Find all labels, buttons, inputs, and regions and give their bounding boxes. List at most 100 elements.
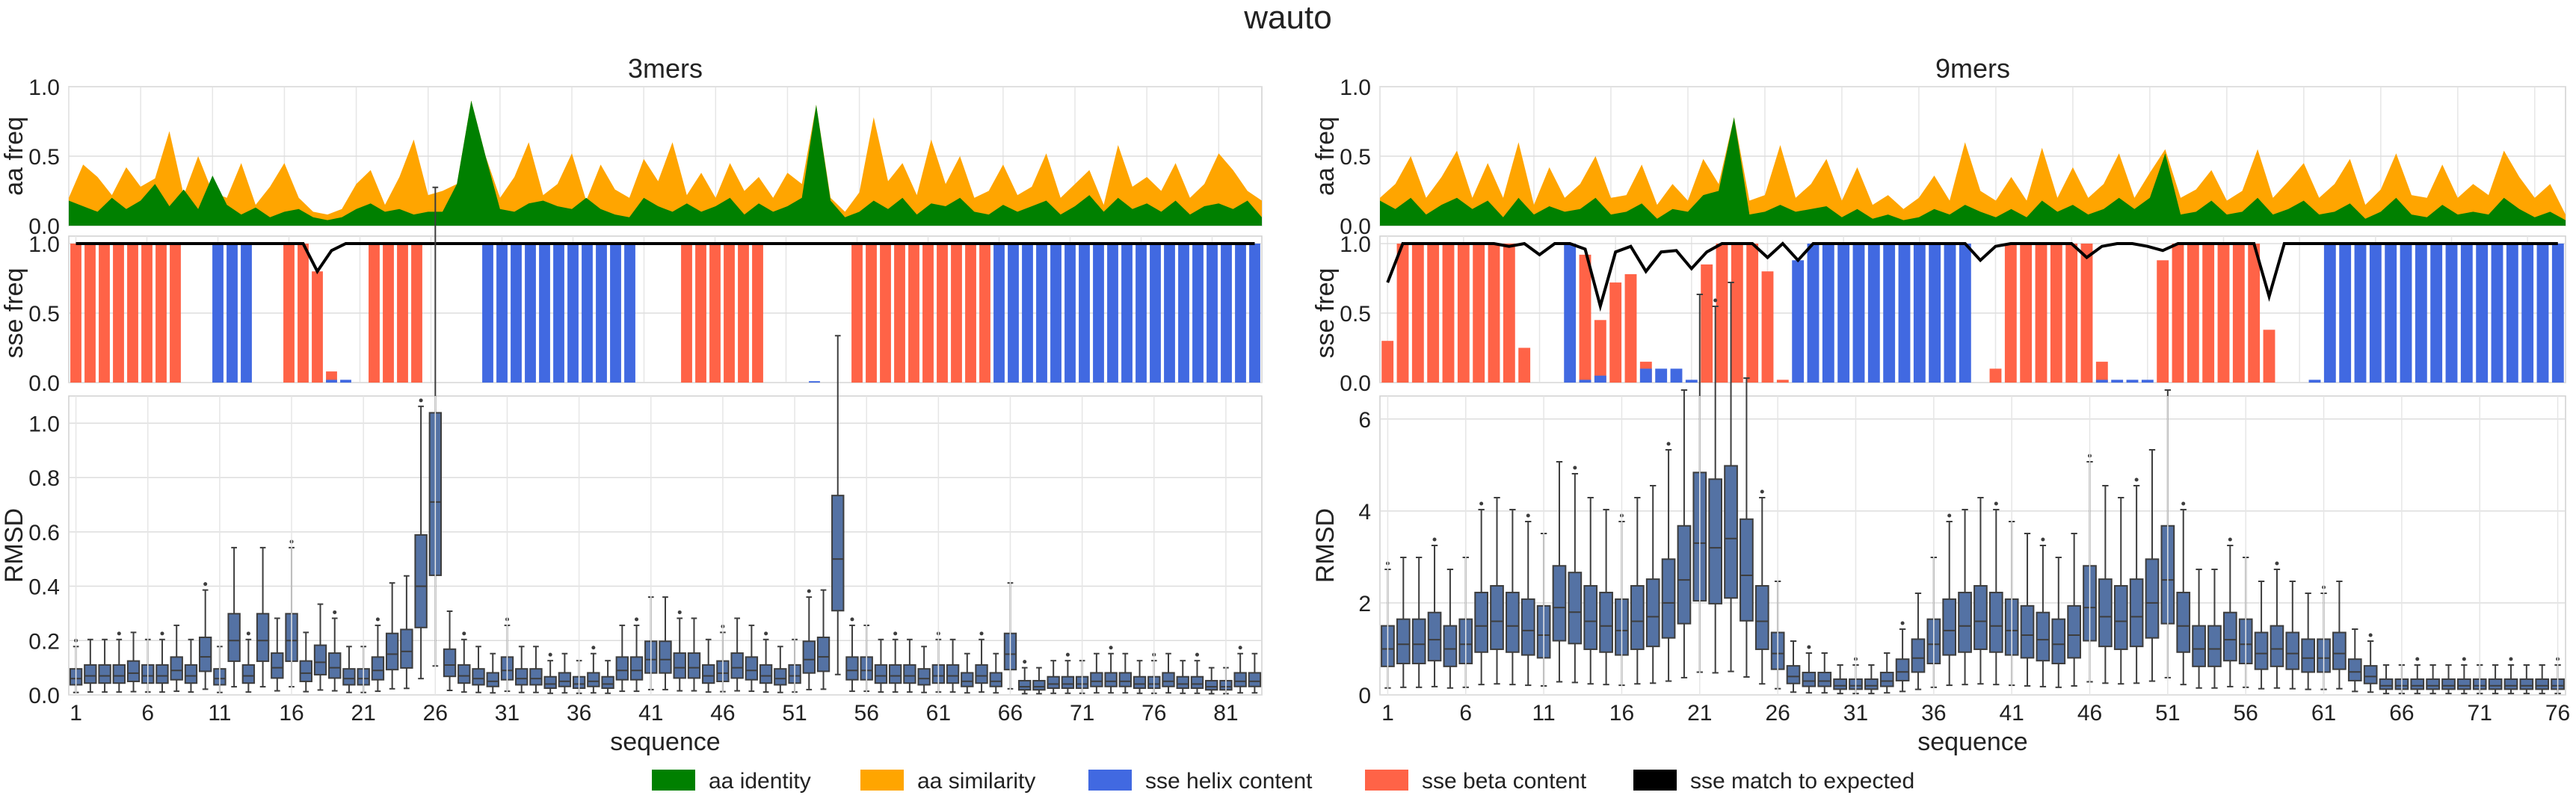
box xyxy=(917,668,931,686)
helix-bar xyxy=(2415,244,2427,383)
outlier-point xyxy=(2134,477,2139,482)
box xyxy=(472,668,485,686)
x-tick-label: 76 xyxy=(1141,701,1166,726)
x-tick-label: 46 xyxy=(710,701,735,726)
sse-match-line xyxy=(76,242,1255,275)
y-tick-label: 1.0 xyxy=(28,75,60,100)
outlier-point xyxy=(1065,652,1070,657)
y-tick-label: 1.0 xyxy=(28,232,60,257)
box xyxy=(1895,658,1910,681)
box xyxy=(2519,678,2534,690)
box xyxy=(2254,631,2269,670)
box xyxy=(2098,578,2113,648)
beta-bar xyxy=(1594,320,1606,383)
beta-bar xyxy=(681,244,692,383)
legend-label: aa similarity xyxy=(917,769,1035,794)
outlier-point xyxy=(1023,660,1027,664)
helix-bar xyxy=(1670,368,1683,383)
box xyxy=(1552,565,1567,642)
box xyxy=(184,664,198,684)
y-tick-label: 1.0 xyxy=(28,412,60,436)
box xyxy=(1118,672,1133,687)
helix-bar xyxy=(1150,244,1161,383)
box xyxy=(2051,618,2066,665)
box xyxy=(2192,625,2206,667)
helix-bar xyxy=(2354,244,2367,383)
x-tick-label: 51 xyxy=(2155,701,2180,726)
y-axis-label: RMSD xyxy=(1311,508,1340,583)
box xyxy=(515,668,529,686)
box xyxy=(975,664,988,684)
outlier-point xyxy=(893,631,898,636)
legend-swatch xyxy=(652,770,695,791)
box xyxy=(2145,558,2160,639)
box xyxy=(745,656,759,681)
outlier-point xyxy=(203,582,208,587)
beta-bar xyxy=(1989,368,2002,383)
x-tick-label: 26 xyxy=(1765,701,1790,726)
box xyxy=(241,664,256,684)
helix-bar xyxy=(610,244,621,383)
beta-bar xyxy=(851,244,863,383)
beta-bar xyxy=(70,244,81,383)
legend-label: sse match to expected xyxy=(1690,769,1914,794)
outlier-point xyxy=(1994,501,1998,506)
box xyxy=(1740,518,1754,622)
box xyxy=(313,644,327,675)
y-tick-label: 0.0 xyxy=(28,214,60,239)
beta-bar xyxy=(965,244,976,383)
box xyxy=(1568,572,1583,645)
legend: aa identity aa similarity sse helix conten… xyxy=(652,769,1914,794)
box xyxy=(1599,591,1613,653)
box xyxy=(1630,585,1645,650)
beta-bar xyxy=(2035,244,2047,383)
helix-bar xyxy=(624,244,635,383)
box xyxy=(1104,672,1118,687)
helix-bar xyxy=(2460,244,2473,383)
beta-bar xyxy=(695,244,706,383)
helix-bar xyxy=(1685,380,1698,383)
helix-bar xyxy=(2506,244,2518,383)
legend-swatch xyxy=(860,770,904,791)
box xyxy=(1942,598,1957,656)
box xyxy=(587,672,600,687)
x-tick-label: 6 xyxy=(141,701,154,726)
box xyxy=(601,675,614,689)
helix-bar xyxy=(1837,244,1850,383)
box xyxy=(1583,585,1598,650)
box xyxy=(400,628,413,669)
beta-bar xyxy=(2004,244,2017,383)
box xyxy=(903,664,916,684)
box xyxy=(2332,631,2347,670)
outlier-point xyxy=(2228,537,2232,542)
sse-match-line xyxy=(1386,241,2558,312)
beta-bar xyxy=(1442,244,1455,383)
outlier-point xyxy=(979,631,984,636)
box xyxy=(629,656,644,681)
beta-bar xyxy=(2217,244,2230,383)
box xyxy=(2379,678,2394,690)
box xyxy=(1205,679,1218,691)
helix-bar xyxy=(2385,244,2397,383)
y-tick-label: 0.0 xyxy=(28,371,60,396)
outlier-point xyxy=(1947,513,1952,518)
beta-bar xyxy=(2050,244,2062,383)
y-tick-label: 0.5 xyxy=(28,145,60,170)
x-tick-label: 71 xyxy=(1070,701,1094,726)
box xyxy=(615,656,629,681)
helix-bar xyxy=(2111,380,2124,383)
x-tick-label: 41 xyxy=(638,701,663,726)
box xyxy=(1047,675,1060,689)
helix-bar xyxy=(1064,244,1076,383)
box xyxy=(1248,672,1262,687)
beta-bar xyxy=(298,244,309,383)
beta-bar xyxy=(709,244,721,383)
box xyxy=(155,664,169,684)
x-tick-label: 16 xyxy=(279,701,303,726)
helix-bar xyxy=(1079,244,1090,383)
box xyxy=(342,668,356,686)
x-tick-label: 6 xyxy=(1459,701,1472,726)
outlier-point xyxy=(1713,298,1718,303)
box xyxy=(874,664,888,684)
beta-bar xyxy=(1427,244,1440,383)
